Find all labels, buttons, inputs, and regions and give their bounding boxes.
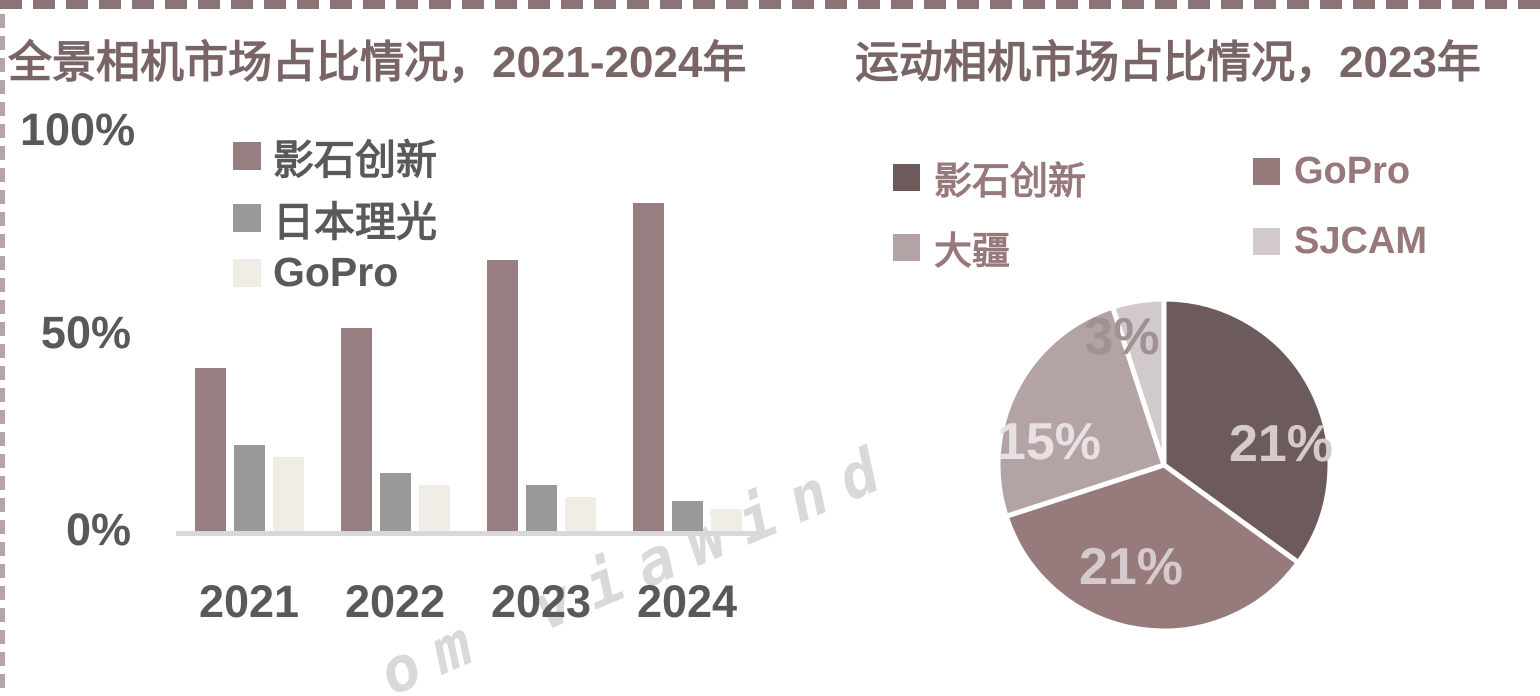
pie-legend-item-insta360: 影石创新 [893, 150, 1086, 205]
dashed-border-left [0, 14, 5, 696]
legend-swatch-insta360 [233, 142, 261, 170]
legend-swatch-gopro [233, 258, 261, 287]
bar-GoPro-2024 [710, 508, 742, 533]
pie-slice-影石创新 [1161, 296, 1333, 566]
y-axis-tick-0: 0% [65, 504, 131, 555]
legend-label-gopro: GoPro [273, 249, 399, 295]
pie-legend-label-sjcam: SJCAM [1294, 220, 1428, 262]
bar-影石创新-2023 [486, 259, 518, 533]
pie-legend-label-insta360: 影石创新 [934, 161, 1087, 203]
legend-label-ricoh: 日本理光 [273, 199, 437, 245]
bar-GoPro-2021 [272, 456, 304, 533]
pie-slice-SJCAM [1110, 296, 1167, 468]
x-axis-tick-2022: 2022 [344, 576, 446, 627]
pie-legend-swatch-gopro [1253, 158, 1280, 185]
pie-legend-swatch-dji [893, 234, 920, 261]
bar-日本理光-2021 [233, 444, 265, 533]
pie-legend-label-dji: 大疆 [934, 231, 1011, 273]
pie-legend-item-dji: 大疆 [893, 220, 1010, 275]
pie-chart-title: 运动相机市场占比情况，2023年 [855, 38, 1481, 87]
x-axis-tick-2021: 2021 [198, 576, 300, 627]
pie-label-gopro: 21% [1078, 538, 1184, 596]
bar-GoPro-2023 [564, 496, 596, 533]
x-axis-tick-2024: 2024 [636, 576, 738, 627]
x-axis-tick-2023: 2023 [490, 576, 592, 627]
pie-legend-swatch-insta360 [893, 164, 920, 191]
pie-label-dji: 15% [996, 413, 1102, 471]
bar-日本理光-2022 [379, 472, 411, 533]
bar-影石创新-2024 [632, 203, 664, 533]
pie-legend-item-gopro: GoPro [1253, 150, 1410, 193]
pie-slice-GoPro [1003, 462, 1301, 634]
bar-GoPro-2022 [418, 484, 450, 533]
bar-chart-title: 全景相机市场占比情况，2021-2024年 [8, 38, 747, 87]
bar-日本理光-2024 [671, 500, 703, 533]
bar-影石创新-2022 [340, 327, 372, 533]
pie-label-insta360: 21% [1228, 415, 1334, 473]
legend-swatch-ricoh [233, 204, 261, 232]
bar-影石创新-2021 [194, 368, 226, 533]
pie-legend-item-sjcam: SJCAM [1253, 220, 1427, 263]
y-axis-tick-50: 50% [40, 307, 131, 358]
pie-label-sjcam: 3% [1084, 308, 1160, 366]
legend-item-insta360: 影石创新 [233, 126, 437, 186]
dashed-border-top [0, 0, 1540, 9]
pie-legend-label-gopro: GoPro [1294, 150, 1411, 192]
pie-legend-swatch-sjcam [1253, 228, 1280, 255]
pie-slice-大疆 [995, 304, 1167, 519]
legend-item-gopro: GoPro [233, 249, 398, 296]
y-axis-tick-100: 100% [20, 104, 136, 155]
x-axis-line [176, 531, 762, 536]
legend-label-insta360: 影石创新 [273, 137, 437, 183]
pie-chart [995, 296, 1333, 634]
bar-日本理光-2023 [525, 484, 557, 533]
legend-item-ricoh: 日本理光 [233, 188, 437, 248]
